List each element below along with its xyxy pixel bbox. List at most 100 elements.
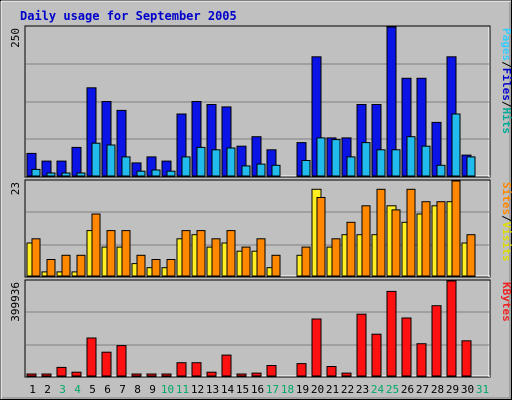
bar-pages-day-30	[466, 156, 476, 177]
day-label: 9	[149, 383, 156, 396]
bar-sites-day-16	[256, 238, 266, 277]
bar-sites-day-30	[466, 234, 476, 277]
day-label: 15	[236, 383, 249, 396]
bar-sites-day-29	[451, 180, 461, 277]
legend-entry: KBytes	[500, 282, 512, 322]
day-label: 19	[296, 383, 309, 396]
bar-pages-day-3	[61, 172, 71, 177]
panel-kbytes: 399936 KBytes	[9, 279, 512, 378]
panel-visits: 23 Sites/Visits	[9, 179, 512, 278]
bar-files-day-4	[71, 146, 82, 177]
day-label: 31	[476, 383, 489, 396]
day-label: 11	[176, 383, 189, 396]
bar-sites-day-5	[91, 213, 101, 277]
bar-pages-day-27	[421, 145, 431, 177]
bar-pages-day-7	[121, 156, 131, 177]
bar-pages-day-1	[31, 168, 41, 177]
day-label: 27	[416, 383, 429, 396]
bar-sites-day-11	[181, 230, 191, 277]
bar-sites-day-14	[226, 230, 236, 277]
bar-pages-day-29	[451, 113, 461, 177]
bar-sites-day-15	[241, 246, 251, 277]
bar-sites-day-25	[391, 209, 401, 277]
bar-kbytes-day-25	[386, 290, 397, 377]
bar-kbytes-day-17	[266, 365, 277, 377]
max-label-visits: 23	[9, 182, 22, 195]
bar-pages-day-24	[376, 149, 386, 177]
bar-sites-day-24	[376, 188, 386, 277]
bar-sites-day-10	[166, 259, 176, 277]
bar-kbytes-day-26	[401, 317, 412, 377]
bar-sites-day-6	[106, 230, 116, 277]
bar-sites-day-22	[346, 221, 356, 277]
bar-kbytes-day-13	[206, 371, 217, 377]
bar-kbytes-day-30	[461, 340, 472, 377]
bar-sites-day-3	[61, 254, 71, 277]
day-label: 6	[104, 383, 111, 396]
bar-pages-day-5	[91, 142, 101, 177]
bar-kbytes-day-29	[446, 280, 457, 377]
bar-pages-day-12	[196, 146, 206, 177]
bar-sites-day-27	[421, 201, 431, 277]
bar-kbytes-day-16	[251, 372, 262, 377]
day-label: 2	[44, 383, 51, 396]
bar-sites-day-17	[271, 254, 281, 277]
bar-pages-day-11	[181, 156, 191, 177]
bar-kbytes-day-1	[26, 373, 37, 377]
bar-sites-day-2	[46, 259, 56, 277]
bar-sites-day-13	[211, 238, 221, 277]
bar-kbytes-day-24	[371, 333, 382, 377]
bar-sites-day-26	[406, 188, 416, 277]
day-label: 21	[326, 383, 339, 396]
day-label: 3	[59, 383, 66, 396]
legend-visits: Sites/Visits	[500, 182, 512, 262]
bar-sites-day-19	[301, 246, 311, 277]
day-label: 22	[341, 383, 354, 396]
bar-pages-day-23	[361, 142, 371, 177]
bar-kbytes-day-28	[431, 305, 442, 377]
bar-kbytes-day-3	[56, 366, 67, 377]
bar-kbytes-day-23	[356, 313, 367, 377]
day-label: 23	[356, 383, 369, 396]
day-label: 16	[251, 383, 264, 396]
bar-kbytes-day-9	[146, 373, 157, 377]
x-axis-labels: 1 2 3 4 5 6 7 8 9 10 11 12 13 14 15 16 17 18 19 20 21 22 23 24 2…	[29, 383, 489, 396]
bar-kbytes-day-14	[221, 354, 232, 377]
legend-kbytes: KBytes	[500, 282, 512, 322]
legend-entry: /	[500, 61, 512, 68]
day-label: 13	[206, 383, 219, 396]
bar-pages-day-20	[316, 137, 326, 177]
max-label-hits: 250	[9, 28, 22, 48]
bar-kbytes-day-19	[296, 363, 307, 377]
bar-pages-day-28	[436, 164, 446, 177]
bar-sites-day-23	[361, 205, 371, 277]
day-label: 8	[134, 383, 141, 396]
day-label: 1	[29, 383, 36, 396]
bar-kbytes-day-21	[326, 366, 337, 377]
bar-pages-day-22	[346, 156, 356, 177]
bar-sites-day-8	[136, 254, 146, 277]
bar-sites-day-4	[76, 254, 86, 277]
panel-hits: 250 Pages/Files/Hits	[9, 25, 512, 178]
legend-entry: Files	[500, 68, 512, 101]
bar-pages-day-16	[256, 163, 266, 177]
bar-kbytes-day-10	[161, 373, 172, 377]
bar-pages-day-9	[151, 169, 161, 177]
bar-sites-day-1	[31, 238, 41, 277]
bar-pages-day-17	[271, 164, 281, 177]
bar-pages-day-25	[391, 149, 401, 177]
bar-sites-day-20	[316, 197, 326, 277]
day-label: 29	[446, 383, 459, 396]
bar-pages-day-15	[241, 165, 251, 177]
legend-entry: /	[500, 101, 512, 108]
bar-kbytes-day-6	[101, 351, 112, 377]
bar-pages-day-10	[166, 170, 176, 177]
bar-sites-day-7	[121, 230, 131, 277]
day-label: 20	[311, 383, 324, 396]
day-label: 5	[89, 383, 96, 396]
bar-pages-day-21	[331, 139, 341, 177]
bar-sites-day-9	[151, 259, 161, 277]
bar-kbytes-day-11	[176, 362, 187, 377]
legend-entry: Pages	[500, 28, 512, 61]
